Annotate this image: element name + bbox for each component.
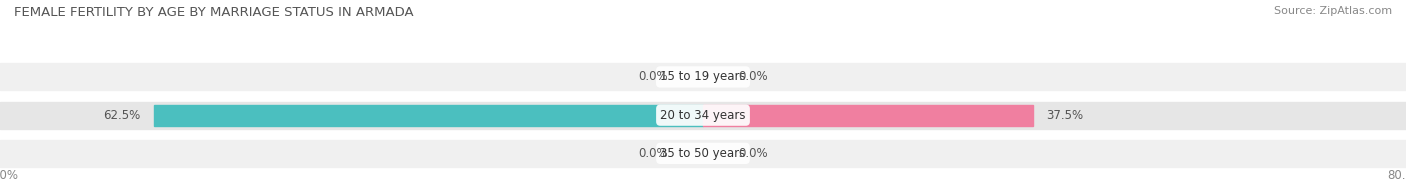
Bar	[153, 105, 703, 126]
Bar	[0, 102, 1406, 129]
Text: 80.0%: 80.0%	[1388, 169, 1406, 182]
Text: FEMALE FERTILITY BY AGE BY MARRIAGE STATUS IN ARMADA: FEMALE FERTILITY BY AGE BY MARRIAGE STAT…	[14, 6, 413, 19]
Text: Source: ZipAtlas.com: Source: ZipAtlas.com	[1274, 6, 1392, 16]
Bar	[0, 140, 1406, 167]
Bar	[703, 105, 1032, 126]
Text: 62.5%: 62.5%	[104, 109, 141, 122]
Text: 37.5%: 37.5%	[1046, 109, 1083, 122]
Text: 80.0%: 80.0%	[0, 169, 18, 182]
Bar	[0, 63, 1406, 91]
Text: 0.0%: 0.0%	[638, 70, 668, 83]
Text: 0.0%: 0.0%	[638, 147, 668, 160]
Text: 15 to 19 years: 15 to 19 years	[661, 70, 745, 83]
Text: 0.0%: 0.0%	[738, 147, 768, 160]
Text: 35 to 50 years: 35 to 50 years	[661, 147, 745, 160]
Text: 0.0%: 0.0%	[738, 70, 768, 83]
Text: 20 to 34 years: 20 to 34 years	[661, 109, 745, 122]
